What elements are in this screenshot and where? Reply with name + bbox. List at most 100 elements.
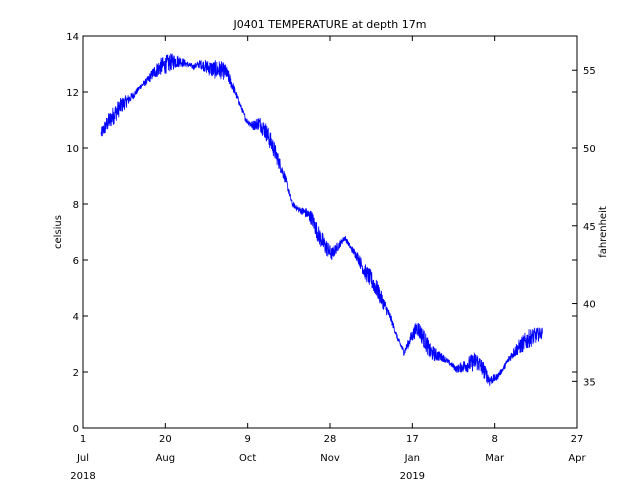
data-point	[206, 66, 207, 67]
data-point	[397, 338, 398, 339]
data-point	[515, 349, 516, 350]
data-point	[133, 94, 134, 95]
x-tick-label-year: 2018	[70, 471, 95, 480]
x-tick-label-day: 27	[571, 434, 584, 445]
y-tick-label-right: 35	[583, 377, 596, 388]
data-point	[450, 363, 451, 364]
data-point	[199, 63, 200, 64]
x-tick-label-month: Aug	[156, 453, 176, 464]
data-point	[272, 145, 273, 146]
data-point	[153, 72, 154, 73]
y-tick-label-left: 2	[73, 368, 79, 379]
data-point	[404, 352, 405, 353]
data-point	[265, 131, 266, 132]
data-point	[147, 80, 148, 81]
data-point	[232, 86, 233, 87]
x-tick-label-month: Apr	[568, 453, 586, 464]
x-tick-label-month: Mar	[485, 453, 505, 464]
tick-layer: 0 2 4 6 8 10 12 14 35 40 45 50 55 1 Jul 2018 20 Aug 9 Oct 28…	[66, 32, 595, 480]
x-tick-label-day: 28	[324, 434, 337, 445]
data-point	[292, 203, 293, 204]
x-tick-label-month: Jan	[404, 453, 420, 464]
x-tick-label-day: 1	[80, 434, 86, 445]
y-tick-label-left: 14	[66, 32, 79, 43]
x-tick-label-day: 17	[406, 434, 419, 445]
data-point	[463, 366, 464, 367]
data-point	[226, 72, 227, 73]
data-point	[423, 338, 424, 339]
data-point	[489, 380, 490, 381]
y-tick-label-left: 6	[73, 256, 79, 267]
y-tick-label-left: 8	[73, 200, 79, 211]
x-tick-label-day: 20	[159, 434, 172, 445]
data-point	[456, 369, 457, 370]
x-tick-label-day: 9	[244, 434, 250, 445]
data-point	[509, 357, 510, 358]
x-tick-label-month: Oct	[239, 453, 256, 464]
data-point	[364, 271, 365, 272]
data-point	[443, 357, 444, 358]
data-point	[311, 217, 312, 218]
x-tick-label-month: Jul	[76, 453, 89, 464]
data-point	[219, 69, 220, 70]
data-point	[101, 133, 102, 134]
data-point	[542, 332, 543, 333]
data-point	[483, 369, 484, 370]
y-tick-label-left: 4	[73, 312, 79, 323]
data-point	[166, 63, 167, 64]
data-point	[430, 352, 431, 353]
y-tick-label-left: 0	[73, 424, 79, 435]
data-point	[285, 178, 286, 179]
data-point	[180, 61, 181, 62]
data-point	[212, 69, 213, 70]
data-point	[338, 245, 339, 246]
y-tick-label-right: 40	[583, 300, 596, 311]
data-point	[496, 377, 497, 378]
data-point	[173, 61, 174, 62]
data-point	[107, 122, 108, 123]
data-point	[259, 122, 260, 123]
data-point	[252, 125, 253, 126]
data-point	[127, 100, 128, 101]
data-point	[278, 161, 279, 162]
data-point	[193, 66, 194, 67]
y-tick-label-left: 12	[66, 88, 79, 99]
data-point	[371, 279, 372, 280]
series-line-temperature	[100, 53, 543, 387]
data-point	[357, 257, 358, 258]
data-point	[377, 290, 378, 291]
data-point	[344, 237, 345, 238]
data-point	[324, 245, 325, 246]
data-point	[186, 63, 187, 64]
data-point	[140, 86, 141, 87]
plot-area	[82, 35, 578, 429]
data-point	[417, 327, 418, 328]
data-point	[502, 369, 503, 370]
x-tick-label-year: 2019	[400, 471, 425, 480]
y-tick-label-right: 55	[583, 66, 596, 77]
data-point	[469, 363, 470, 364]
y-axis-label-right: fahrenheit	[598, 206, 609, 258]
data-point	[410, 338, 411, 339]
y-tick-label-left: 10	[66, 144, 79, 155]
data-point	[239, 103, 240, 104]
data-point	[390, 318, 391, 319]
chart-title: J0401 TEMPERATURE at depth 17m	[233, 18, 427, 31]
data-point	[351, 248, 352, 249]
y-tick-label-right: 50	[583, 144, 596, 155]
y-tick-label-right: 45	[583, 222, 596, 233]
data-point	[529, 338, 530, 339]
data-point	[535, 335, 536, 336]
data-point	[120, 105, 121, 106]
data-point	[114, 114, 115, 115]
data-point	[318, 234, 319, 235]
x-tick-label-month: Nov	[320, 453, 340, 464]
data-point	[160, 66, 161, 67]
data-point	[436, 355, 437, 356]
y-axis-label-left: celsius	[53, 215, 64, 249]
data-point	[245, 119, 246, 120]
series-layer	[100, 53, 543, 387]
data-point	[298, 209, 299, 210]
data-point	[476, 360, 477, 361]
data-point	[384, 304, 385, 305]
